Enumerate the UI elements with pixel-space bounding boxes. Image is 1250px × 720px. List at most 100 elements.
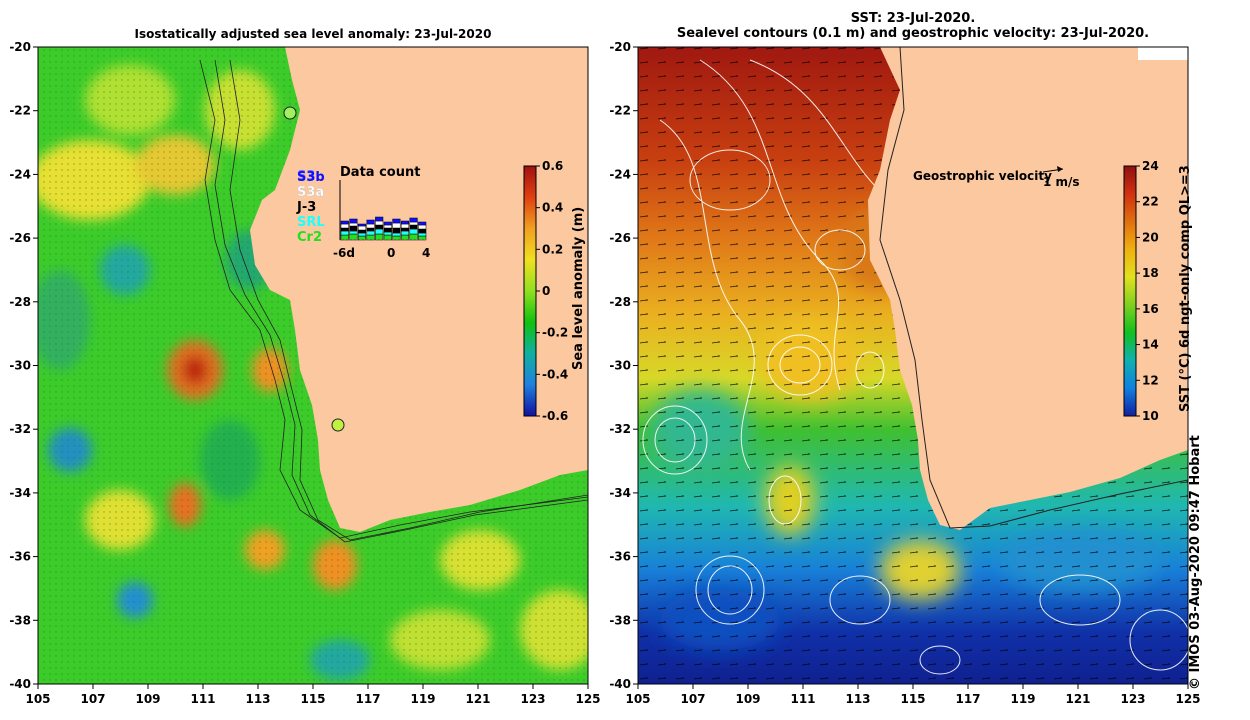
lon-tick-label: 117	[355, 692, 380, 706]
lat-tick-label: -24	[9, 167, 31, 181]
right-colorbar: 24 22 20 18 16 14 12 10 SST (°C) 6d ngt-only co…	[1123, 159, 1193, 423]
data-count-bar	[366, 223, 375, 229]
lon-tick-label: 111	[190, 692, 215, 706]
lon-tick-label: 115	[900, 692, 925, 706]
lat-tick-label: -22	[9, 104, 31, 118]
data-count-bar	[357, 223, 367, 227]
lon-tick-label: 121	[1065, 692, 1090, 706]
sst-field	[638, 47, 1188, 684]
right-map-title-line1: SST: 23-Jul-2020.	[850, 11, 976, 26]
colorbar-tick-label: 24	[1142, 159, 1159, 173]
data-count-bar	[349, 225, 358, 232]
lon-tick-label: 113	[245, 692, 270, 706]
legend-axis-tick-3: 4	[422, 246, 430, 260]
right-lon-ticks: 105 107 109 111 113 115 117 119 121 123 125	[625, 684, 1201, 706]
left-map-title: Isostatically adjusted sea level anomaly…	[134, 27, 492, 41]
data-count-bar	[392, 218, 401, 224]
lon-tick-label: 105	[625, 692, 650, 706]
data-count-bar	[392, 222, 401, 229]
data-count-bar	[383, 227, 392, 233]
left-map: 105 107 109 111 113 115 117 119 121 123 125 -20 -22…	[9, 40, 601, 706]
data-count-bar	[418, 221, 427, 226]
legend-sat-overlap: S3	[297, 169, 315, 184]
data-count-bar	[340, 220, 349, 225]
lat-tick-label: -28	[609, 295, 631, 309]
lon-tick-label: 109	[135, 692, 160, 706]
lat-tick-label: -38	[9, 613, 31, 627]
data-count-bar	[418, 232, 427, 237]
data-count-bar	[383, 224, 392, 229]
land-australia	[868, 47, 1188, 530]
satellite-name: Cr2	[297, 230, 322, 245]
lon-tick-label: 119	[410, 692, 435, 706]
satellite-name: S3b	[297, 170, 325, 185]
data-count-title: Data count	[340, 165, 420, 180]
satellite-name: S3a	[297, 185, 324, 200]
legend-axis-tick-1: -6d	[333, 246, 355, 260]
data-count-bar	[392, 227, 401, 234]
data-count-bar	[375, 233, 384, 241]
data-count-bar	[375, 220, 384, 226]
colorbar-tick-label: 0.2	[542, 242, 563, 256]
sea-level-field	[38, 47, 588, 684]
data-count-bar	[400, 234, 410, 241]
data-count-bar	[340, 223, 349, 229]
data-count-bar	[418, 228, 427, 234]
data-count-bar	[375, 224, 384, 230]
colorbar-tick-label: -0.4	[542, 367, 568, 381]
colorbar-tick-label: 12	[1142, 373, 1159, 387]
data-count-bar	[383, 234, 392, 241]
lon-tick-label: 111	[790, 692, 815, 706]
colorbar-tick-label: 0.6	[542, 159, 563, 173]
data-count-bar	[392, 235, 401, 241]
colorbar-tick-label: 0	[542, 284, 550, 298]
data-count-bar	[349, 222, 358, 227]
lat-tick-label: -26	[609, 231, 631, 245]
lat-tick-label: -34	[609, 486, 631, 500]
data-count-bar	[349, 230, 358, 235]
lat-tick-label: -22	[609, 104, 631, 118]
lat-tick-label: -24	[609, 167, 631, 181]
lon-tick-label: 113	[845, 692, 870, 706]
data-count-bar	[383, 221, 392, 226]
lon-tick-label: 105	[25, 692, 50, 706]
data-count-bar	[357, 232, 367, 237]
data-count-bar	[366, 234, 375, 241]
velocity-label: Geostrophic velocity	[913, 169, 1052, 183]
colorbar-tick-label: 14	[1142, 338, 1159, 352]
data-count-bar	[409, 217, 418, 223]
colorbar-tick-label: -0.2	[542, 326, 568, 340]
data-count-bars	[340, 216, 427, 241]
lon-tick-label: 119	[1010, 692, 1035, 706]
land-australia	[250, 47, 588, 532]
lon-tick-label: 123	[1120, 692, 1145, 706]
data-count-bar	[340, 230, 349, 236]
colorbar-tick-label: 10	[1142, 409, 1159, 423]
data-count-bar	[400, 223, 410, 229]
data-count-bar	[418, 224, 427, 230]
data-count-bar	[340, 234, 349, 241]
data-count-bar	[418, 235, 427, 241]
lat-tick-label: -38	[609, 613, 631, 627]
satellite-name: SRL	[297, 215, 325, 230]
right-map-title-line2: Sealevel contours (0.1 m) and geostrophi…	[676, 26, 1150, 41]
lon-tick-label: 125	[1175, 692, 1200, 706]
lon-tick-label: 115	[300, 692, 325, 706]
lon-tick-label: 109	[735, 692, 760, 706]
imos-credit: © IMOS 03-Aug-2020 09:47 Hobart	[1188, 435, 1203, 690]
data-count-bar	[409, 233, 418, 241]
lon-tick-label: 107	[680, 692, 705, 706]
data-count-bar	[349, 233, 358, 241]
lon-tick-label: 125	[575, 692, 600, 706]
lat-tick-label: -36	[609, 550, 631, 564]
colorbar-tick-label: 22	[1142, 195, 1159, 209]
data-count-bar	[400, 227, 410, 232]
left-lon-ticks: 105 107 109 111 113 115 117 119 121 123 125	[25, 684, 601, 706]
data-count-bar	[375, 216, 384, 222]
lon-tick-label: 117	[955, 692, 980, 706]
data-count-bar	[400, 230, 410, 236]
lat-tick-label: -26	[9, 231, 31, 245]
data-count-bar	[357, 225, 367, 231]
data-count-bar	[357, 229, 367, 234]
